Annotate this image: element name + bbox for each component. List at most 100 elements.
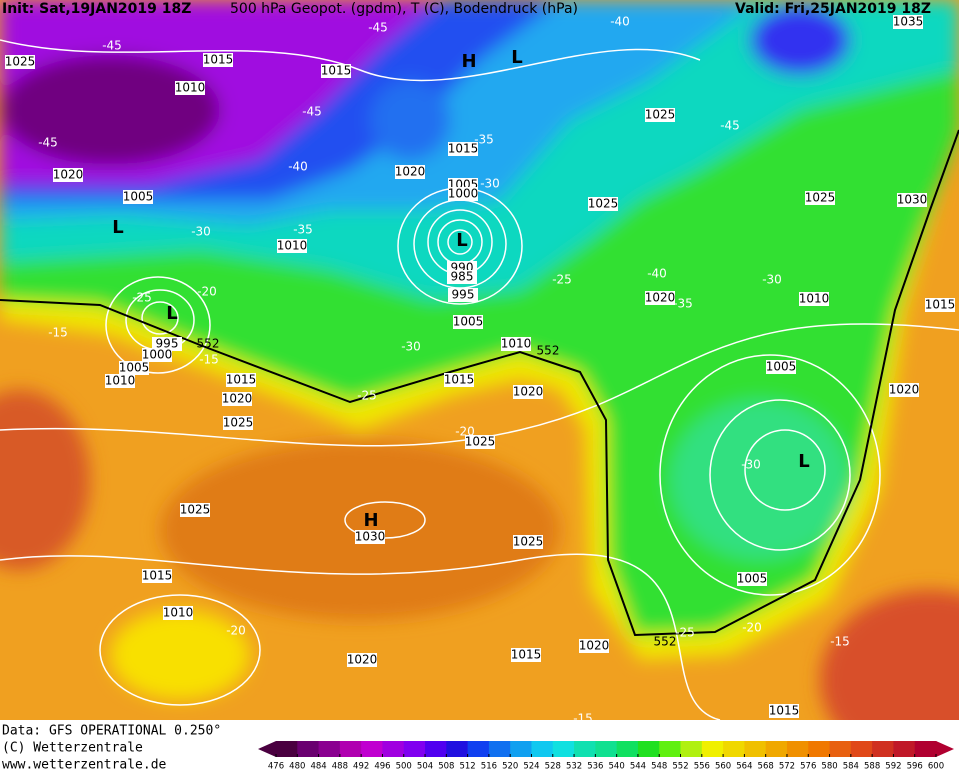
colorbar-tick-label: 532 bbox=[566, 762, 582, 770]
colorbar-bin bbox=[382, 741, 405, 757]
colorbar-tick-label: 512 bbox=[459, 762, 475, 770]
pressure-label-bg bbox=[579, 639, 609, 653]
pressure-label: 1015 bbox=[769, 704, 800, 718]
pressure-label-bg bbox=[645, 108, 675, 122]
temperature-label: -15 bbox=[573, 712, 593, 726]
pressure-label-bg bbox=[447, 270, 477, 284]
colorbar-tick-label: 516 bbox=[481, 762, 497, 770]
colorbar-tick-label: 592 bbox=[885, 762, 901, 770]
colorbar-bin bbox=[914, 741, 937, 757]
colorbar-bin bbox=[531, 741, 554, 757]
contour-label: 552 bbox=[197, 337, 220, 351]
pressure-label-bg bbox=[203, 53, 233, 67]
pressure-label-bg bbox=[501, 337, 531, 351]
pressure-center: L bbox=[166, 303, 177, 324]
temperature-label: -35 bbox=[673, 297, 693, 311]
colorbar-bin bbox=[786, 741, 809, 757]
pressure-center: L bbox=[798, 451, 809, 472]
pressure-label: 985 bbox=[451, 270, 474, 284]
temperature-label: -45 bbox=[368, 21, 388, 35]
temperature-label: -25 bbox=[552, 273, 572, 287]
pressure-label-bg bbox=[893, 15, 923, 29]
colorbar-tick-label: 496 bbox=[374, 762, 390, 770]
colorbar-tick-label: 488 bbox=[332, 762, 348, 770]
temperature-label: -30 bbox=[401, 340, 421, 354]
pressure-label-bg bbox=[105, 374, 135, 388]
pressure-label: 1005 bbox=[453, 315, 484, 329]
colorbar-bin bbox=[276, 741, 298, 757]
pressure-label-bg bbox=[465, 435, 495, 449]
colorbar-tick-label: 584 bbox=[843, 762, 859, 770]
pressure-label: 1020 bbox=[53, 168, 84, 182]
pressure-label-bg bbox=[513, 385, 543, 399]
colorbar-tick-label: 576 bbox=[800, 762, 816, 770]
pressure-label-bg bbox=[175, 81, 205, 95]
pressure-label-bg bbox=[5, 55, 35, 69]
colorbar-bin bbox=[318, 741, 341, 757]
colorbar-bin bbox=[829, 741, 852, 757]
temperature-label: -35 bbox=[293, 223, 313, 237]
temperature-label: -30 bbox=[191, 225, 211, 239]
colorbar-tick-label: 524 bbox=[523, 762, 539, 770]
pressure-label: 1025 bbox=[223, 416, 254, 430]
pressure-label-bg bbox=[453, 315, 483, 329]
pressure-label: 1025 bbox=[805, 191, 836, 205]
pressure-label: 1035 bbox=[893, 15, 924, 29]
pressure-label-bg bbox=[897, 193, 927, 207]
contour-552 bbox=[0, 129, 959, 637]
colorbar-bin bbox=[637, 741, 660, 757]
copyright: (C) Wetterzentrale bbox=[2, 741, 143, 756]
temperature-label: -25 bbox=[132, 291, 152, 305]
pressure-label-bg bbox=[226, 373, 256, 387]
colorbar-tick-label: 580 bbox=[821, 762, 837, 770]
colorbar-tick-label: 548 bbox=[651, 762, 667, 770]
pressure-label: 1010 bbox=[105, 374, 136, 388]
colorbar-bin bbox=[361, 741, 383, 757]
colorbar-bin bbox=[872, 741, 894, 757]
pressure-label: 1015 bbox=[321, 64, 352, 78]
pressure-label: 1020 bbox=[222, 392, 253, 406]
pressure-label: 1015 bbox=[203, 53, 234, 67]
pressure-label: 1010 bbox=[277, 239, 308, 253]
pressure-label: 1015 bbox=[511, 648, 542, 662]
temperature-label: -30 bbox=[480, 177, 500, 191]
pressure-center: H bbox=[363, 510, 378, 531]
pressure-label-bg bbox=[142, 348, 172, 362]
pressure-label: 1000 bbox=[142, 348, 173, 362]
colorbar-bin bbox=[659, 741, 682, 757]
colorbar-tick-label: 560 bbox=[715, 762, 731, 770]
colorbar-tick-label: 536 bbox=[587, 762, 603, 770]
pressure-label: 1005 bbox=[119, 361, 150, 375]
pressure-label: 1020 bbox=[395, 165, 426, 179]
pressure-label: 1020 bbox=[579, 639, 610, 653]
pressure-label: 1015 bbox=[444, 373, 475, 387]
pressure-label-bg bbox=[444, 373, 474, 387]
colorbar-tick-label: 520 bbox=[502, 762, 518, 770]
pressure-label: 1025 bbox=[5, 55, 36, 69]
pressure-label-bg bbox=[766, 360, 796, 374]
pressure-label: 1005 bbox=[766, 360, 797, 374]
colorbar-tick-label: 552 bbox=[672, 762, 688, 770]
colorbar-tick-label: 480 bbox=[289, 762, 305, 770]
temperature-label: -40 bbox=[610, 15, 630, 29]
pressure-label-bg bbox=[180, 503, 210, 517]
temperature-label: -45 bbox=[720, 119, 740, 133]
colorbar-tick-label: 588 bbox=[864, 762, 880, 770]
temperature-label: -45 bbox=[302, 105, 322, 119]
pressure-label: 1020 bbox=[347, 653, 378, 667]
pressure-label-bg bbox=[223, 416, 253, 430]
colorbar-bin bbox=[297, 741, 320, 757]
pressure-label: 1025 bbox=[588, 197, 619, 211]
pressure-label-bg bbox=[448, 288, 478, 302]
temperature-label: -25 bbox=[675, 626, 695, 640]
colorbar-bin bbox=[893, 741, 916, 757]
colorbar-tick-label: 476 bbox=[268, 762, 284, 770]
map-labels: 1025 101510151010102010051020101510051000… bbox=[5, 15, 956, 726]
pressure-label-bg bbox=[925, 298, 955, 312]
colorbar-tick-label: 528 bbox=[545, 762, 561, 770]
temperature-label: -45 bbox=[102, 39, 122, 53]
pressure-label: 1010 bbox=[175, 81, 206, 95]
colorbar-bin bbox=[765, 741, 788, 757]
colorbar-bin bbox=[616, 741, 639, 757]
